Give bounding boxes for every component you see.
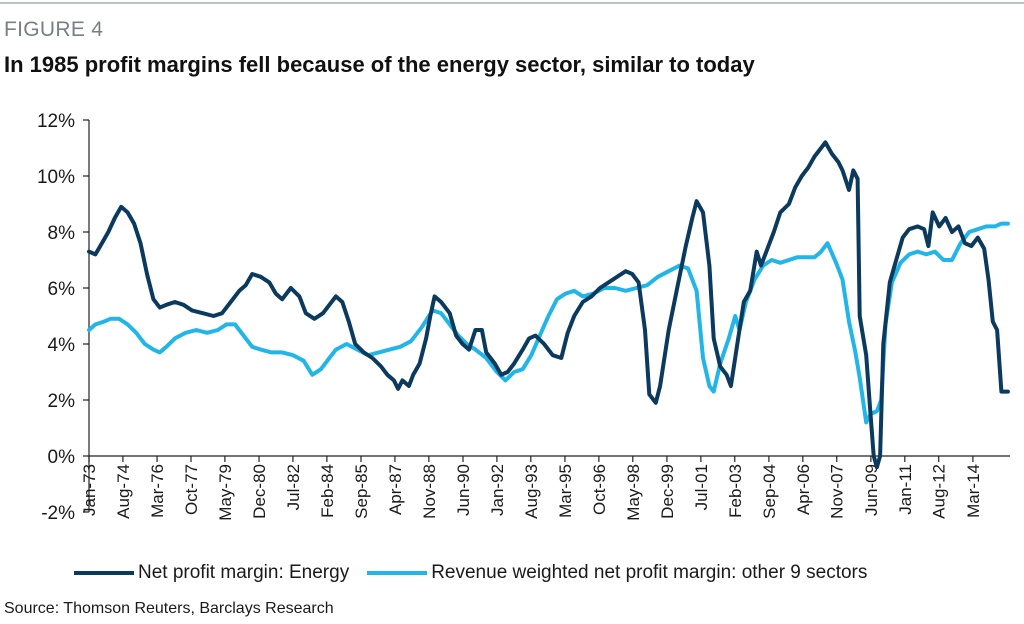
legend-swatch-other-sectors: [367, 571, 428, 575]
x-tick-label: Aug-12: [930, 464, 949, 519]
chart-title: In 1985 profit margins fell because of t…: [4, 52, 755, 77]
y-tick-label: 6%: [48, 279, 76, 300]
x-tick-label: Sep-04: [760, 464, 779, 519]
x-tick-label: Jun-09: [862, 464, 881, 516]
x-tick-label: Nov-88: [420, 464, 439, 519]
x-tick-label: Jan-92: [488, 464, 507, 516]
x-axis: Jan-73 Aug-74 Mar-76 Oct-77 May-79 Dec-80 Jul-…: [80, 455, 1010, 521]
x-tick-label: Mar-76: [148, 464, 167, 518]
legend-label-energy: Net profit margin: Energy: [138, 562, 350, 583]
y-tick-label: 8%: [48, 223, 76, 244]
top-rule: [0, 2, 1024, 4]
x-tick-label: Jul-01: [692, 464, 711, 510]
x-tick-label: Apr-87: [386, 464, 405, 515]
x-tick-label: Jun-90: [454, 464, 473, 516]
legend-label-other-sectors: Revenue weighted net profit margin: othe…: [431, 562, 868, 583]
x-tick-label: Dec-99: [658, 464, 677, 519]
source-note: Source: Thomson Reuters, Barclays Resear…: [4, 600, 334, 617]
legend-item-other-sectors: Revenue weighted net profit margin: othe…: [367, 562, 867, 584]
y-tick-label: 0%: [48, 447, 76, 468]
legend: Net profit margin: Energy Revenue weight…: [74, 562, 885, 584]
series-layer: [87, 140, 1010, 470]
line-chart: -2% 0% 2% 4% 6% 8% 10% 12% Jan-73 Aug-74 Mar-76 Oc…: [37, 111, 1010, 524]
y-tick-label: -2%: [41, 503, 75, 524]
x-tick-label: Jan-73: [80, 464, 99, 516]
x-tick-label: Aug-74: [114, 464, 133, 519]
x-tick-label: Aug-93: [522, 464, 541, 519]
x-tick-label: Dec-80: [250, 464, 269, 519]
x-tick-label: Sep-85: [352, 464, 371, 519]
y-tick-label: 10%: [37, 167, 75, 188]
x-tick-label: May-79: [216, 464, 235, 521]
x-tick-label: Feb-03: [726, 464, 745, 518]
y-tick-label: 4%: [48, 335, 76, 356]
legend-item-energy: Net profit margin: Energy: [74, 562, 349, 584]
x-tick-label: Apr-06: [794, 464, 813, 515]
x-tick-label: Mar-14: [964, 464, 983, 518]
figure-label: FIGURE 4: [4, 18, 104, 41]
legend-swatch-energy: [74, 571, 134, 575]
x-tick-label: Jan-11: [896, 464, 915, 515]
x-tick-label: Mar-95: [556, 464, 575, 518]
x-tick-label: Jul-82: [284, 464, 303, 510]
series-line-energy: [87, 140, 1010, 470]
y-tick-label: 2%: [48, 391, 76, 412]
y-tick-label: 12%: [37, 111, 75, 132]
x-tick-label: May-98: [624, 464, 643, 521]
x-tick-label: Feb-84: [318, 464, 337, 518]
x-tick-label: Oct-96: [590, 464, 609, 515]
x-tick-label: Nov-07: [828, 464, 847, 519]
x-tick-label: Oct-77: [182, 464, 201, 515]
y-axis: -2% 0% 2% 4% 6% 8% 10% 12%: [37, 111, 90, 524]
